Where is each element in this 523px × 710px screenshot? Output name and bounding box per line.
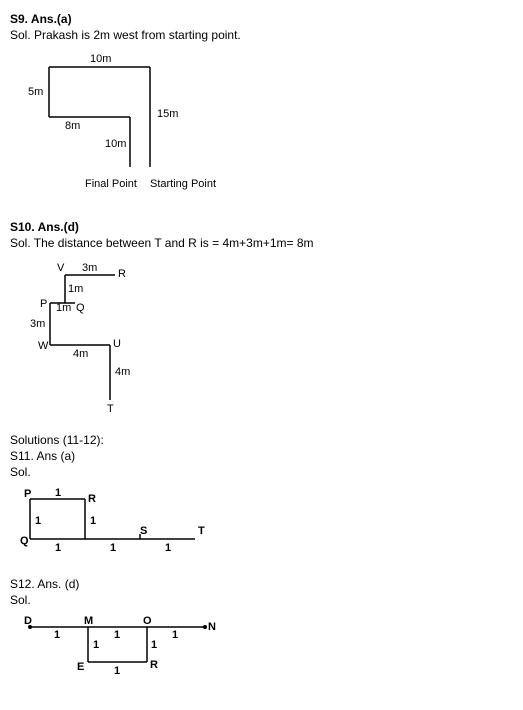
s11-sol: Sol.	[10, 465, 523, 479]
s10-svg: V R P Q W U T 3m 1m 1m 3m 4m 4m	[10, 255, 210, 415]
s10-pt-p: P	[40, 298, 47, 310]
s11-pt-r: R	[88, 493, 96, 505]
s10-diagram: V R P Q W U T 3m 1m 1m 3m 4m 4m	[10, 255, 523, 418]
s11-lbl-1a: 1	[55, 487, 61, 499]
s9-start-point: Starting Point	[150, 178, 216, 190]
s11-pt-q: Q	[20, 535, 29, 547]
s12-lbl-1f: 1	[114, 665, 120, 677]
s10-pt-r: R	[118, 268, 126, 280]
s12-pt-e: E	[77, 661, 84, 673]
s9-header: S9. Ans.(a)	[10, 12, 523, 26]
s10-lbl-1m-v: 1m	[68, 283, 83, 295]
s12-lbl-1c: 1	[172, 629, 178, 641]
s11-lbl-1e: 1	[110, 542, 116, 554]
s9-diagram: 10m 5m 8m 15m 10m Final Point Starting P…	[10, 47, 523, 205]
s9-text: Sol. Prakash is 2m west from starting po…	[10, 28, 523, 42]
s9-label-15m: 15m	[157, 108, 178, 120]
s11-diagram: P R Q S T 1 1 1 1 1 1	[10, 484, 523, 562]
s9-label-10m-top: 10m	[90, 53, 111, 65]
s12-pt-r: R	[150, 659, 158, 671]
s11-header: S11. Ans (a)	[10, 449, 523, 463]
s11-pt-s: S	[140, 525, 147, 537]
s11-svg: P R Q S T 1 1 1 1 1 1	[10, 484, 290, 559]
s10-pt-v: V	[57, 262, 65, 274]
s11-lbl-1b: 1	[35, 515, 41, 527]
s9-label-10m-inner: 10m	[105, 138, 126, 150]
s10-pt-w: W	[38, 340, 49, 352]
s9-label-8m: 8m	[65, 120, 80, 132]
s12-lbl-1a: 1	[54, 629, 60, 641]
s12-diagram: D M O N E R 1 1 1 1 1 1	[10, 612, 523, 685]
s10-lbl-1m-pq: 1m	[56, 302, 71, 314]
s11-lbl-1d: 1	[55, 542, 61, 554]
s12-header: S12. Ans. (d)	[10, 577, 523, 591]
s10-lbl-4m-wu: 4m	[73, 348, 88, 360]
s10-text: Sol. The distance between T and R is = 4…	[10, 236, 523, 250]
s12-svg: D M O N E R 1 1 1 1 1 1	[10, 612, 270, 682]
s11-pt-p: P	[24, 488, 31, 500]
s12-sol: Sol.	[10, 593, 523, 607]
s9-svg: 10m 5m 8m 15m 10m Final Point Starting P…	[10, 47, 260, 202]
s9-label-5m: 5m	[28, 86, 43, 98]
s11-pt-t: T	[198, 525, 205, 537]
s10-header: S10. Ans.(d)	[10, 220, 523, 234]
s11-lbl-1c: 1	[90, 515, 96, 527]
s12-lbl-1e: 1	[151, 639, 157, 651]
s12-lbl-1b: 1	[114, 629, 120, 641]
s10-lbl-3m-top: 3m	[82, 262, 97, 274]
s12-lbl-1d: 1	[93, 639, 99, 651]
s10-lbl-4m-ut: 4m	[115, 366, 130, 378]
s10-pt-u: U	[113, 338, 121, 350]
s12-pt-n: N	[208, 621, 216, 633]
s9-final-point: Final Point	[85, 178, 137, 190]
s11-12-header: Solutions (11-12):	[10, 433, 523, 447]
s10-lbl-3m-left: 3m	[30, 318, 45, 330]
s10-pt-t: T	[107, 403, 114, 415]
s11-lbl-1f: 1	[165, 542, 171, 554]
s10-pt-q: Q	[76, 302, 85, 314]
